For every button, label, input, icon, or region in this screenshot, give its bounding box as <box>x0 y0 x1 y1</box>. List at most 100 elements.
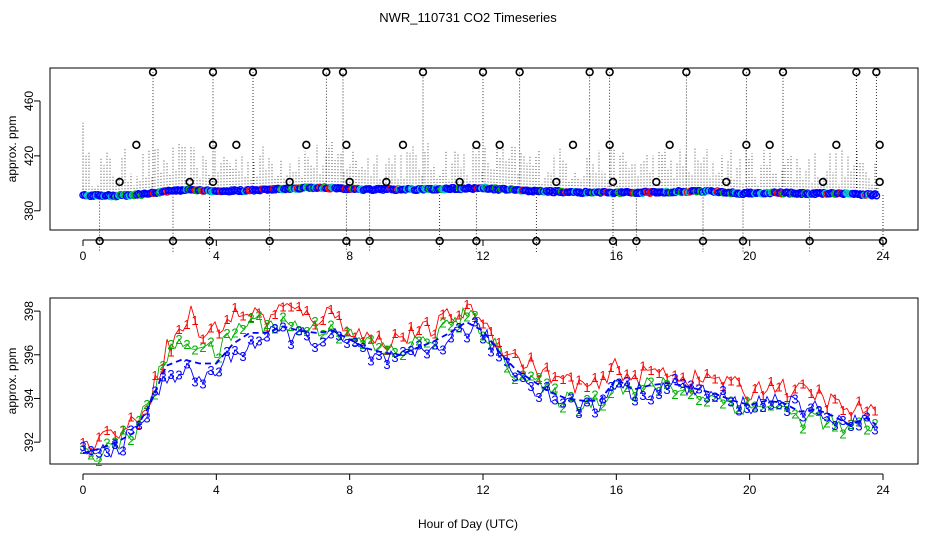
series-1-marker: 1 <box>199 331 206 346</box>
y-tick-label: 392 <box>22 432 36 452</box>
series-2-marker: 2 <box>647 375 654 390</box>
chart-title: NWR_110731 CO2 Timeseries <box>379 10 557 25</box>
series-2-marker: 2 <box>199 340 206 355</box>
series-2-marker: 2 <box>519 368 526 383</box>
series-3-marker: 3 <box>743 401 750 416</box>
series-2-marker: 2 <box>335 331 342 346</box>
x-tick-label: 12 <box>476 249 490 263</box>
series-3-marker: 3 <box>663 382 670 397</box>
series-2-marker: 2 <box>103 436 110 451</box>
series-2-marker: 2 <box>839 426 846 441</box>
series-3-marker: 3 <box>775 397 782 412</box>
series-3-marker: 3 <box>791 391 798 406</box>
series-2-marker: 2 <box>119 423 126 438</box>
x-tick-label: 20 <box>743 249 757 263</box>
series-1-marker: 1 <box>703 366 710 381</box>
flag-low-point <box>472 236 481 246</box>
series-2-marker: 2 <box>679 383 686 398</box>
series-2-marker: 2 <box>279 310 286 325</box>
series-2-marker: 2 <box>783 399 790 414</box>
series-3-marker: 3 <box>855 418 862 433</box>
series-2-marker: 2 <box>191 342 198 357</box>
flag-low-point <box>805 236 814 246</box>
flag-high-point <box>778 67 788 77</box>
flag-lowmid-point <box>652 177 661 187</box>
flag-lowmid-point <box>608 177 618 187</box>
series-1-marker: 1 <box>863 404 870 419</box>
series-2-marker: 2 <box>503 361 510 376</box>
series-2-marker: 2 <box>823 415 830 430</box>
series-3-marker: 3 <box>431 338 438 353</box>
flag-lowmid-point <box>345 177 354 187</box>
series-2-marker: 2 <box>807 405 814 420</box>
baseline-point <box>871 190 879 198</box>
flag-high-point <box>852 67 861 77</box>
series-3-marker: 3 <box>167 367 174 382</box>
series-3-marker: 3 <box>119 443 126 458</box>
series-3-marker: 3 <box>735 403 742 418</box>
series-2-marker: 2 <box>447 318 454 333</box>
flag-high-point <box>682 67 691 77</box>
series-1-marker: 1 <box>623 366 630 381</box>
series-2-marker: 2 <box>311 314 318 329</box>
series-3-line <box>82 320 876 458</box>
series-3-marker: 3 <box>327 327 334 342</box>
series-2-marker: 2 <box>351 334 358 349</box>
series-3-marker: 3 <box>439 343 446 358</box>
series-1-marker: 1 <box>399 330 406 345</box>
series-3-marker: 3 <box>295 323 302 338</box>
series-1-marker: 1 <box>407 319 414 334</box>
flag-mid-point <box>232 140 241 150</box>
series-3-marker: 3 <box>87 443 94 458</box>
series-2-marker: 2 <box>343 325 350 340</box>
x-axis-label: Hour of Day (UTC) <box>418 517 518 531</box>
series-2-marker: 2 <box>87 448 94 463</box>
series-2-marker: 2 <box>671 387 678 402</box>
series-3-marker: 3 <box>671 371 678 386</box>
series-1-marker: 1 <box>687 381 694 396</box>
mean-line <box>82 320 877 454</box>
y-tick-label: 460 <box>22 91 36 111</box>
series-2-marker: 2 <box>687 387 694 402</box>
series-2-marker: 2 <box>135 413 142 428</box>
series-2-marker: 2 <box>327 318 334 333</box>
series-3-marker: 3 <box>583 394 590 409</box>
series-3-marker: 3 <box>183 357 190 372</box>
series-2-marker: 2 <box>367 332 374 347</box>
flag-high-point <box>322 67 331 77</box>
series-2-marker: 2 <box>703 394 710 409</box>
series-3-marker: 3 <box>687 378 694 393</box>
series-1-marker: 1 <box>559 372 566 387</box>
series-1-marker: 1 <box>391 326 398 341</box>
series-2-marker: 2 <box>239 322 246 337</box>
series-2-marker: 2 <box>527 368 534 383</box>
series-2-marker: 2 <box>719 396 726 411</box>
series-1-marker: 1 <box>359 334 366 349</box>
series-1-marker: 1 <box>167 345 174 360</box>
series-3-marker: 3 <box>567 391 574 406</box>
flag-lowmid-point <box>115 177 124 187</box>
flag-low-point <box>365 236 374 246</box>
series-1-marker: 1 <box>247 310 254 325</box>
flag-low-point <box>632 236 641 246</box>
series-3-marker: 3 <box>343 336 350 351</box>
series-2-marker: 2 <box>231 325 238 340</box>
x-tick-label: 4 <box>213 249 220 263</box>
series-3-marker: 3 <box>631 394 638 409</box>
series-3-marker: 3 <box>607 379 614 394</box>
series-3-marker: 3 <box>711 389 718 404</box>
series-3-marker: 3 <box>807 400 814 415</box>
series-1-marker: 1 <box>551 369 558 384</box>
series-3-marker: 3 <box>135 418 142 433</box>
x-tick-label: 8 <box>346 249 353 263</box>
series-1-marker: 1 <box>79 435 86 450</box>
series-1-marker: 1 <box>735 374 742 389</box>
series-1-marker: 1 <box>95 430 102 445</box>
series-2-marker: 2 <box>375 340 382 355</box>
series-3-marker: 3 <box>215 365 222 380</box>
series-1-marker: 1 <box>311 317 318 332</box>
series-1-marker: 1 <box>455 307 462 322</box>
series-3-marker: 3 <box>831 418 838 433</box>
series-1-marker: 1 <box>303 303 310 318</box>
